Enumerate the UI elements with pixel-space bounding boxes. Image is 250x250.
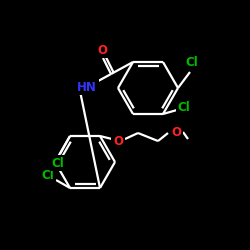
Text: O: O (97, 44, 107, 57)
Text: Cl: Cl (178, 102, 190, 114)
Text: Cl: Cl (186, 56, 198, 70)
Text: O: O (171, 126, 181, 138)
Text: Cl: Cl (52, 156, 64, 170)
Text: HN: HN (77, 80, 97, 94)
Text: Cl: Cl (42, 170, 54, 182)
Text: O: O (113, 134, 123, 147)
